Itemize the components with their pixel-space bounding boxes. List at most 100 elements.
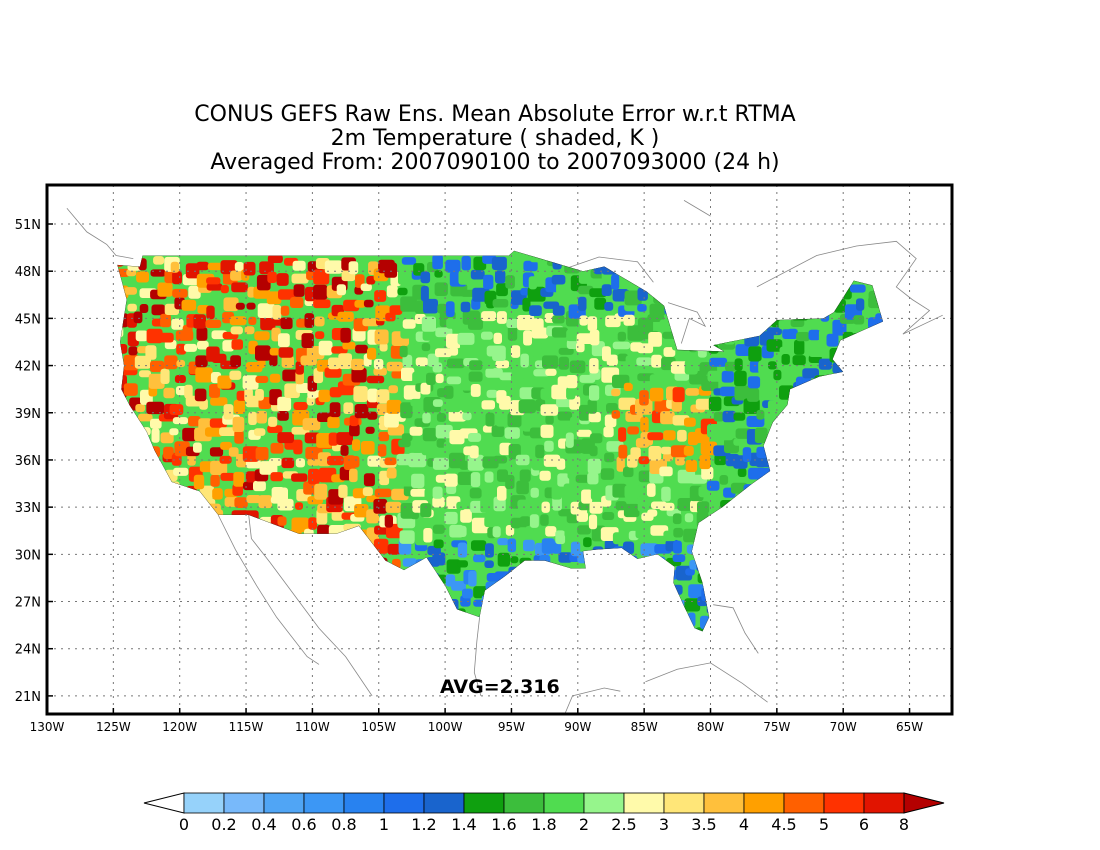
field-cell bbox=[646, 483, 656, 497]
field-cell bbox=[868, 425, 878, 440]
field-cell bbox=[699, 646, 708, 657]
field-cell bbox=[755, 554, 772, 565]
field-cell bbox=[670, 445, 688, 458]
field-cell bbox=[863, 343, 876, 354]
field-cell bbox=[363, 473, 375, 487]
field-cell bbox=[117, 344, 128, 354]
field-cell bbox=[868, 385, 884, 396]
field-cell bbox=[435, 373, 444, 384]
field-cell bbox=[235, 599, 252, 608]
field-cell bbox=[577, 460, 591, 471]
field-cell bbox=[720, 582, 734, 590]
field-cell bbox=[457, 542, 468, 558]
field-cell bbox=[700, 543, 710, 551]
field-cell bbox=[544, 440, 554, 452]
field-cell bbox=[499, 442, 512, 456]
field-cell bbox=[145, 345, 157, 360]
field-cell bbox=[647, 432, 664, 441]
field-cell bbox=[782, 613, 792, 629]
field-cell bbox=[747, 510, 761, 527]
field-cell bbox=[306, 610, 323, 624]
field-cell bbox=[300, 593, 310, 603]
field-cell bbox=[767, 258, 780, 267]
field-cell bbox=[540, 404, 559, 416]
coastline bbox=[217, 514, 320, 665]
field-cell bbox=[881, 441, 884, 455]
field-cell bbox=[815, 470, 825, 479]
field-cell bbox=[176, 541, 191, 550]
field-cell bbox=[516, 480, 529, 495]
field-cell bbox=[551, 274, 566, 285]
field-cell bbox=[852, 487, 870, 500]
field-cell bbox=[437, 303, 447, 314]
field-cell bbox=[426, 627, 442, 632]
field-cell bbox=[434, 282, 448, 296]
field-cell bbox=[602, 346, 611, 362]
field-cell bbox=[182, 624, 200, 632]
field-cell bbox=[815, 583, 830, 591]
field-cell bbox=[552, 254, 562, 270]
field-cell bbox=[746, 613, 760, 625]
field-cell bbox=[277, 516, 287, 526]
field-cell bbox=[174, 375, 186, 383]
field-cell bbox=[445, 574, 456, 587]
field-cell bbox=[556, 458, 566, 470]
field-cell bbox=[341, 598, 355, 608]
field-cell bbox=[350, 630, 366, 632]
field-cell bbox=[386, 285, 398, 298]
field-cell bbox=[781, 497, 791, 510]
field-cell bbox=[328, 432, 338, 446]
field-cell bbox=[523, 608, 541, 619]
field-cell bbox=[699, 454, 711, 470]
field-cell bbox=[864, 643, 878, 658]
field-cell bbox=[552, 305, 565, 316]
field-cell bbox=[719, 643, 727, 656]
field-cell bbox=[259, 261, 274, 275]
lat-label: 21N bbox=[15, 690, 41, 705]
field-cell bbox=[384, 262, 398, 278]
field-cell bbox=[642, 566, 657, 581]
field-cell bbox=[474, 616, 492, 631]
field-cell bbox=[748, 256, 763, 264]
field-cell bbox=[244, 388, 253, 402]
field-cell bbox=[523, 260, 538, 272]
field-cell bbox=[803, 597, 820, 607]
field-cell bbox=[875, 313, 884, 329]
field-cell bbox=[637, 304, 647, 312]
field-cell bbox=[696, 511, 709, 527]
field-cell bbox=[495, 512, 513, 524]
field-cell bbox=[688, 628, 706, 632]
field-cell bbox=[743, 398, 760, 414]
colorbar-swatch bbox=[703, 792, 745, 814]
field-cell bbox=[774, 301, 786, 312]
field-cell bbox=[556, 425, 570, 436]
field-cell bbox=[519, 557, 532, 565]
field-cell bbox=[163, 387, 175, 399]
field-cell bbox=[710, 588, 723, 601]
field-cell bbox=[302, 418, 321, 431]
field-cell bbox=[745, 288, 758, 304]
field-cell bbox=[565, 375, 578, 389]
colorbar-label: 4.5 bbox=[771, 815, 796, 834]
field-cell bbox=[172, 417, 189, 425]
field-cell bbox=[402, 354, 413, 368]
field-cell bbox=[276, 554, 293, 566]
field-cell bbox=[342, 341, 356, 350]
field-cell bbox=[744, 317, 760, 325]
field-cell bbox=[351, 358, 365, 371]
field-cell bbox=[422, 587, 440, 603]
colorbar-swatch bbox=[783, 792, 825, 814]
field-cell bbox=[497, 538, 509, 546]
field-cell bbox=[271, 543, 289, 560]
field-cell bbox=[700, 615, 710, 629]
field-cell bbox=[195, 367, 213, 383]
field-cell bbox=[446, 333, 462, 349]
field-cell bbox=[570, 627, 582, 632]
field-cell bbox=[640, 543, 659, 556]
field-cell bbox=[362, 487, 373, 496]
field-cell bbox=[712, 643, 720, 657]
field-cell bbox=[410, 511, 419, 520]
field-cell bbox=[117, 511, 126, 524]
field-cell bbox=[877, 381, 884, 396]
field-cell bbox=[558, 552, 573, 563]
